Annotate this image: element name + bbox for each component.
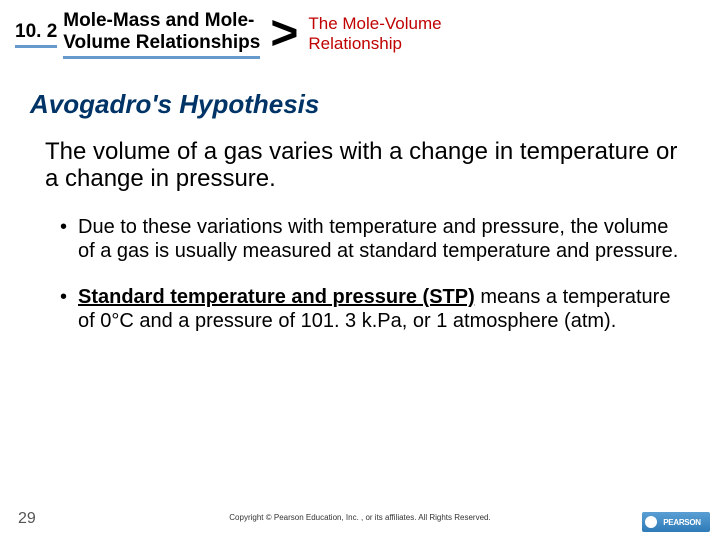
chevron-icon: >: [270, 15, 298, 53]
subtitle-line1: The Mole-Volume: [308, 14, 441, 33]
section-number: 10. 2: [15, 21, 57, 48]
subtitle: The Mole-Volume Relationship: [308, 14, 441, 55]
slide-number: 29: [18, 510, 36, 528]
section-title-line2: Volume Relationships: [63, 32, 260, 53]
logo-text: PEARSON: [663, 518, 700, 527]
intro-text: The volume of a gas varies with a change…: [45, 138, 685, 193]
subtitle-line2: Relationship: [308, 34, 402, 53]
section-title-line1: Mole-Mass and Mole-: [63, 10, 254, 31]
list-item: Standard temperature and pressure (STP) …: [60, 285, 685, 333]
section-title: Mole-Mass and Mole- Volume Relationships: [63, 10, 260, 59]
main-heading: Avogadro's Hypothesis: [30, 89, 720, 120]
pearson-logo-icon: PEARSON: [642, 512, 710, 532]
bullet-emphasis: Standard temperature and pressure (STP): [78, 286, 475, 308]
slide-header: 10. 2 Mole-Mass and Mole- Volume Relatio…: [0, 0, 720, 64]
bullet-list: Due to these variations with temperature…: [60, 215, 685, 333]
list-item: Due to these variations with temperature…: [60, 215, 685, 263]
bullet-text: Due to these variations with temperature…: [78, 216, 678, 262]
copyright-text: Copyright © Pearson Education, Inc. , or…: [229, 513, 490, 522]
